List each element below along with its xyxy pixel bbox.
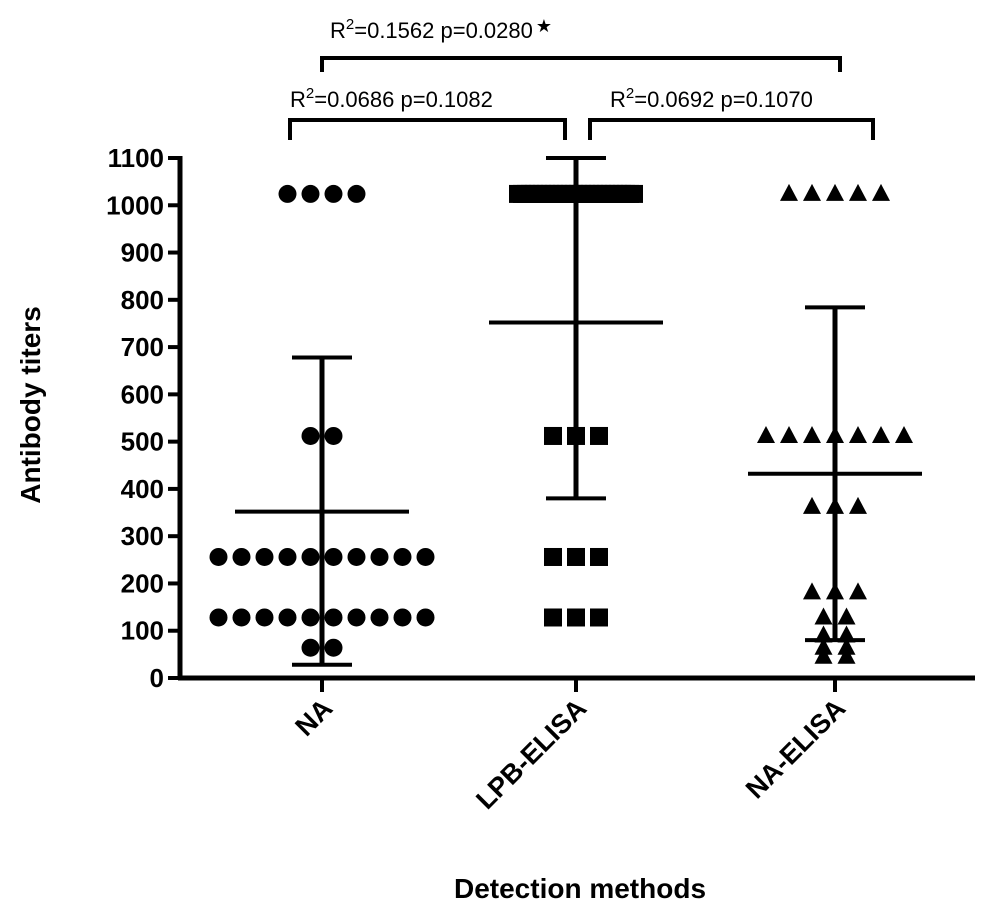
y-tick-label-800: 800 — [121, 285, 164, 315]
point-0-0-1 — [301, 184, 320, 203]
point-0-2-5 — [324, 547, 343, 566]
point-0-3-3 — [278, 608, 297, 627]
point-2-7-0 — [814, 646, 833, 664]
point-2-4-1 — [837, 607, 856, 625]
point-0-1-1 — [324, 426, 343, 445]
point-1-2-1 — [567, 547, 585, 566]
point-2-1-0 — [757, 425, 775, 443]
point-0-3-5 — [324, 608, 343, 627]
y-tick-label-900: 900 — [121, 238, 164, 268]
point-0-4-0 — [301, 638, 320, 657]
y-axis-title: Antibody titers — [15, 306, 46, 504]
point-0-3-8 — [393, 608, 412, 627]
point-1-3-2 — [590, 608, 608, 627]
bracket-1 — [288, 118, 567, 140]
point-0-2-0 — [209, 547, 228, 566]
point-2-2-2 — [849, 496, 867, 514]
category-labels: NA LPB-ELISA NA-ELISA — [289, 693, 851, 815]
point-2-1-6 — [895, 425, 913, 443]
point-0-2-9 — [416, 547, 435, 566]
point-0-2-3 — [278, 547, 297, 566]
y-tick-label-500: 500 — [121, 427, 164, 457]
y-ticks: 0 100 200 300 400 500 600 700 800 900 1000 1100 — [106, 143, 180, 693]
point-2-4-0 — [814, 607, 833, 625]
point-1-3-0 — [544, 608, 562, 627]
point-0-0-0 — [278, 184, 297, 203]
point-2-6-1 — [837, 637, 856, 655]
category-label-2: NA-ELISA — [740, 693, 851, 804]
point-0-3-0 — [209, 608, 228, 627]
point-2-0-3 — [849, 183, 867, 201]
point-0-3-2 — [255, 608, 274, 627]
point-1-2-0 — [544, 547, 562, 566]
y-tick-label-300: 300 — [121, 521, 164, 551]
point-0-2-6 — [347, 547, 366, 566]
point-2-1-5 — [872, 425, 890, 443]
y-tick-label-200: 200 — [121, 568, 164, 598]
category-label-1: LPB-ELISA — [470, 693, 592, 815]
y-tick-label-400: 400 — [121, 474, 164, 504]
point-0-3-7 — [370, 608, 389, 627]
point-1-0-29 — [625, 184, 643, 203]
point-2-7-1 — [837, 646, 856, 664]
point-0-3-9 — [416, 608, 435, 627]
y-tick-label-1000: 1000 — [106, 190, 164, 220]
significance-annotations: R2=0.1562 p=0.0280 ★ R2=0.0686 p=0.1082 R2=… — [288, 16, 875, 140]
y-tick-label-600: 600 — [121, 379, 164, 409]
point-0-0-3 — [347, 184, 366, 203]
point-2-2-0 — [803, 496, 821, 514]
point-2-1-1 — [780, 425, 798, 443]
error-bars — [235, 156, 922, 667]
point-1-2-2 — [590, 547, 608, 566]
point-1-1-2 — [590, 426, 608, 445]
point-0-2-7 — [370, 547, 389, 566]
point-1-3-1 — [567, 608, 585, 627]
point-0-1-0 — [301, 426, 320, 445]
point-2-1-2 — [803, 425, 821, 443]
point-0-0-2 — [324, 184, 343, 203]
data-points — [209, 183, 913, 664]
point-0-2-4 — [301, 547, 320, 566]
category-label-0: NA — [289, 693, 338, 742]
axes — [177, 156, 975, 692]
point-2-0-1 — [803, 183, 821, 201]
point-0-3-1 — [232, 608, 251, 627]
point-2-0-4 — [872, 183, 890, 201]
annotation-label-2: R2=0.0692 p=0.1070 — [610, 85, 813, 112]
bracket-0 — [320, 56, 842, 72]
annotation-label-1: R2=0.0686 p=0.1082 — [290, 85, 493, 112]
point-2-6-0 — [814, 637, 833, 655]
point-2-0-2 — [826, 183, 844, 201]
y-tick-label-1100: 1100 — [108, 143, 164, 173]
point-0-2-1 — [232, 547, 251, 566]
point-0-3-4 — [301, 608, 320, 627]
point-2-0-0 — [780, 183, 798, 201]
point-0-2-8 — [393, 547, 412, 566]
point-2-3-0 — [803, 582, 821, 600]
y-tick-label-100: 100 — [121, 616, 164, 646]
annotation-label-0: R2=0.1562 p=0.0280 ★ — [330, 16, 552, 43]
point-2-3-2 — [849, 582, 867, 600]
x-axis-title: Detection methods — [454, 873, 706, 904]
y-tick-label-700: 700 — [121, 332, 164, 362]
point-0-4-1 — [324, 638, 343, 657]
point-0-2-2 — [255, 547, 274, 566]
bracket-2 — [588, 118, 875, 140]
point-0-3-6 — [347, 608, 366, 627]
y-tick-label-0: 0 — [150, 663, 164, 693]
point-2-1-4 — [849, 425, 867, 443]
point-1-1-0 — [544, 426, 562, 445]
